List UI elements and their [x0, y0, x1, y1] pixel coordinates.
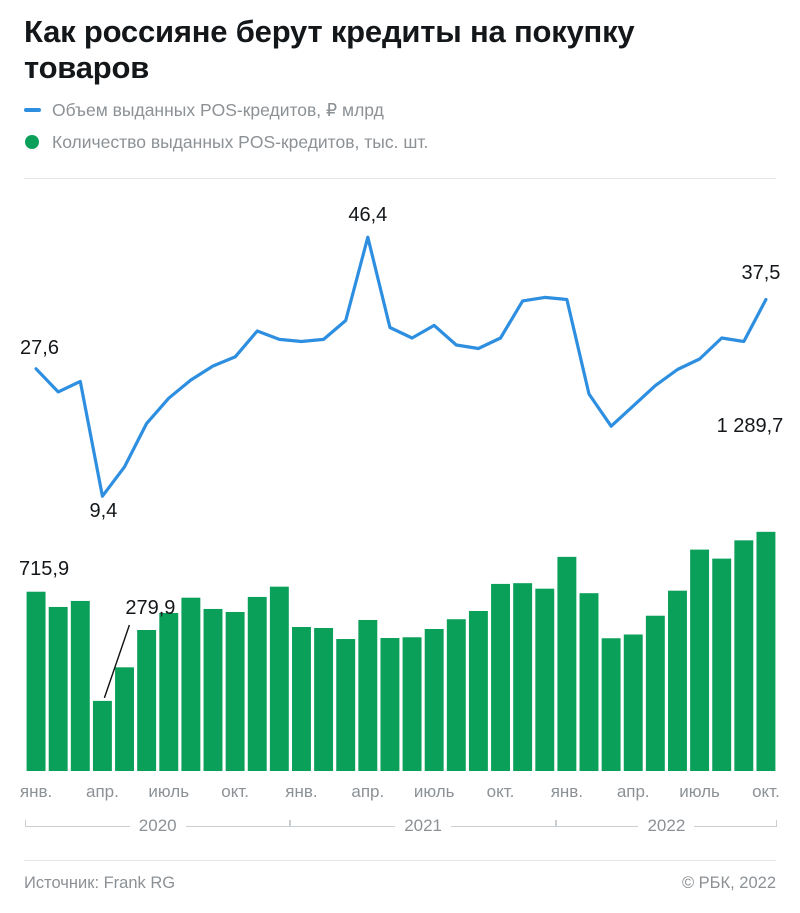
bar: [92, 700, 112, 771]
bar: [380, 638, 400, 771]
line-series-volume: [34, 235, 768, 498]
bar: [690, 549, 710, 771]
bar-series-count: [26, 531, 776, 771]
bar: [247, 596, 267, 771]
year-bracket-cap-left: [555, 820, 557, 827]
bar: [314, 628, 334, 771]
year-label: 2022: [638, 812, 695, 840]
x-axis-tick-label: янв.: [19, 782, 53, 801]
bar: [26, 591, 46, 771]
bar: [424, 629, 444, 771]
x-axis-tick-label: апр.: [351, 782, 385, 801]
count-min-leader-line: [103, 624, 131, 699]
year-bracket: 2020: [25, 812, 291, 842]
source-text: Источник: Frank RG: [24, 874, 176, 892]
x-axis-tick-label: окт.: [221, 782, 249, 801]
bar: [446, 619, 466, 771]
legend-item-count-label: Количество выданных POS-кредитов, тыс. ш…: [52, 131, 429, 152]
year-bracket: 2022: [555, 812, 777, 842]
legend-item-volume: Объем выданных POS-кредитов, ₽ млрд: [24, 97, 428, 123]
bar: [115, 667, 134, 771]
count-min-label: 279,9: [125, 597, 176, 619]
x-axis-tick-label: июль: [148, 782, 190, 801]
x-axis-tick-label: янв.: [285, 782, 318, 801]
legend: Объем выданных POS-кредитов, ₽ млрд Коли…: [24, 97, 428, 155]
year-bracket-cap-left: [290, 820, 292, 827]
volume-min-label: 9,4: [89, 500, 118, 522]
bar: [159, 612, 179, 771]
line-marker-icon: [24, 108, 41, 112]
year-bracket-cap-right: [775, 820, 777, 827]
x-axis-tick-label: окт.: [752, 782, 780, 801]
bar: [557, 556, 577, 771]
x-axis-year-labels: 2020 2021 2022: [0, 812, 800, 846]
x-axis-month-labels: янв. апр. июль окт. янв. апр. июль окт. янв. апр.…: [0, 782, 800, 806]
bar: [601, 638, 621, 771]
bar: [137, 630, 157, 771]
bar: [623, 634, 643, 771]
volume-last-label: 37,5: [741, 262, 781, 284]
copyright-text: © РБК, 2022: [681, 874, 776, 892]
x-axis-tick-label: окт.: [486, 782, 515, 801]
bar: [668, 590, 687, 771]
year-bracket: 2021: [290, 812, 556, 842]
bar: [579, 593, 599, 771]
bar: [756, 531, 776, 771]
legend-item-volume-label: Объем выданных POS-кредитов, ₽ млрд: [52, 99, 384, 120]
bar: [292, 626, 311, 771]
year-label: 2021: [395, 812, 452, 840]
volume-first-label: 27,6: [20, 337, 59, 359]
volume-peak-label: 46,4: [348, 204, 388, 226]
bar: [491, 583, 510, 771]
bar: [535, 588, 555, 771]
bar: [468, 610, 488, 771]
year-bracket-cap-right: [554, 820, 556, 827]
year-bracket-cap-right: [289, 820, 291, 827]
bar: [645, 615, 665, 771]
bar: [712, 558, 732, 771]
bar: [70, 600, 90, 771]
x-axis-tick-label: апр.: [616, 782, 650, 801]
dot-marker-icon: [25, 135, 39, 149]
count-last-label: 1 289,7: [716, 415, 784, 437]
bar: [402, 637, 422, 771]
bar: [336, 639, 356, 771]
x-axis-tick-label: июль: [679, 782, 720, 801]
bar: [269, 586, 289, 771]
page-title: Как россияне берут кредиты на покупку то…: [24, 14, 635, 85]
bar: [734, 540, 754, 771]
bar: [203, 608, 223, 771]
bar: [358, 619, 378, 771]
count-first-label: 715,9: [19, 558, 70, 580]
x-axis-tick-label: апр.: [85, 782, 119, 801]
bar: [513, 583, 533, 771]
legend-item-count: Количество выданных POS-кредитов, тыс. ш…: [24, 129, 428, 155]
divider-top: [24, 178, 776, 179]
year-label: 2020: [129, 812, 186, 840]
divider-bottom: [24, 860, 776, 861]
x-axis-tick-label: июль: [413, 782, 455, 801]
bar: [181, 597, 201, 771]
year-bracket-cap-left: [25, 820, 26, 827]
bar: [225, 611, 245, 771]
bar: [48, 606, 68, 771]
x-axis-tick-label: янв.: [550, 782, 584, 801]
